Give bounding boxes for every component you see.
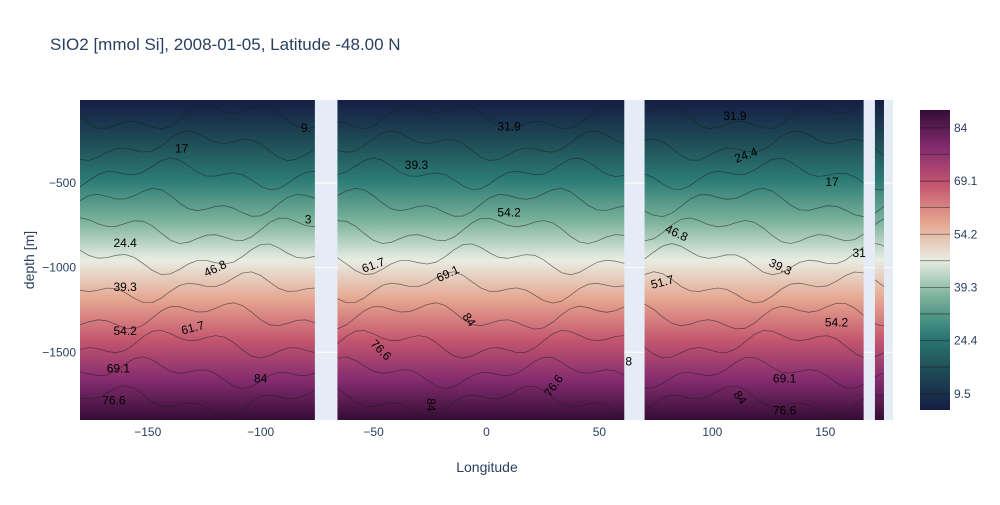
contour-line bbox=[337, 356, 625, 390]
contour-line bbox=[644, 187, 864, 218]
contour-line bbox=[80, 130, 316, 162]
contour-label: 31 bbox=[852, 246, 866, 260]
contour-line bbox=[644, 330, 864, 359]
contour-label: 17 bbox=[175, 141, 189, 155]
contour-line bbox=[874, 105, 885, 112]
contour-label: 17 bbox=[825, 175, 839, 189]
colorbar-ticks: 9.5 24.4 39.3 54.2 69.1 84 bbox=[954, 121, 978, 401]
x-axis-ticks: −150 −100 −50 0 50 100 150 bbox=[134, 425, 835, 439]
contour-label: 39.3 bbox=[405, 158, 429, 172]
contour-label: 84 bbox=[424, 398, 438, 412]
contour-label: 31.9 bbox=[497, 119, 521, 133]
x-tick-label: −50 bbox=[363, 425, 384, 439]
colorbar-gradient bbox=[920, 110, 950, 410]
heatmap-field bbox=[80, 100, 884, 420]
contour-line bbox=[80, 385, 316, 417]
contour-line bbox=[644, 105, 864, 130]
contour-line bbox=[80, 157, 315, 191]
contour-line bbox=[874, 218, 885, 225]
contour-line bbox=[874, 394, 885, 397]
colorbar-tick-label: 54.2 bbox=[954, 227, 978, 241]
x-tick-label: −100 bbox=[247, 425, 274, 439]
contour-line bbox=[337, 271, 625, 304]
contour-line bbox=[337, 217, 625, 244]
colorbar-tick-label: 69.1 bbox=[954, 174, 978, 188]
contour-line bbox=[337, 130, 625, 162]
contour-label: 8 bbox=[625, 355, 632, 369]
contour-label: 54.2 bbox=[825, 316, 849, 330]
contour-label: 39.3 bbox=[113, 280, 137, 294]
chart-title: SIO2 [mmol Si], 2008-01-05, Latitude -48… bbox=[50, 35, 401, 54]
contour-line bbox=[874, 372, 885, 378]
contour-line bbox=[80, 105, 315, 130]
colorbar-tick-label: 24.4 bbox=[954, 334, 978, 348]
y-axis-title: depth [m] bbox=[21, 231, 37, 289]
data-segment bbox=[874, 100, 884, 420]
contour-line bbox=[644, 271, 864, 304]
contour-label: 69.1 bbox=[773, 372, 797, 386]
colorbar-tick-label: 84 bbox=[954, 121, 968, 135]
y-tick-label: −1500 bbox=[42, 345, 76, 359]
contour-line bbox=[337, 105, 625, 130]
contour-label: 76.6 bbox=[773, 404, 797, 418]
contour-label: 61.7 bbox=[180, 318, 206, 338]
contour-line bbox=[874, 188, 885, 191]
data-segment bbox=[644, 100, 864, 420]
colorbar-contour-lines bbox=[920, 127, 950, 395]
contour-label: 24.4 bbox=[113, 236, 137, 250]
contour-line bbox=[644, 243, 864, 276]
x-axis-title: Longitude bbox=[456, 459, 518, 475]
contour-label: 76.6 bbox=[102, 394, 126, 408]
colorbar: 9.5 24.4 39.3 54.2 69.1 84 bbox=[920, 110, 978, 410]
contour-line bbox=[80, 243, 315, 275]
x-tick-label: −150 bbox=[134, 425, 161, 439]
contour-line bbox=[80, 217, 315, 244]
contour-line bbox=[874, 279, 885, 287]
contour-line bbox=[644, 157, 864, 190]
colorbar-tick-label: 39.3 bbox=[954, 281, 978, 295]
contour-label: 69.1 bbox=[107, 361, 131, 375]
contour-line bbox=[80, 187, 316, 217]
x-tick-label: 150 bbox=[815, 425, 835, 439]
contour-line bbox=[80, 329, 316, 359]
contour-label: 54.2 bbox=[497, 206, 521, 220]
contour-line bbox=[874, 205, 885, 214]
contour-line bbox=[337, 243, 625, 276]
contour-line bbox=[874, 352, 885, 358]
contour-line bbox=[644, 130, 864, 161]
contour-line bbox=[337, 302, 625, 330]
contour-line bbox=[337, 187, 625, 217]
data-segment bbox=[80, 100, 315, 420]
contour-lines bbox=[80, 105, 885, 417]
contour-line bbox=[337, 385, 625, 417]
contour-line bbox=[874, 148, 885, 157]
y-tick-label: −500 bbox=[49, 176, 76, 190]
contour-label: 51.7 bbox=[649, 272, 675, 292]
x-tick-label: 100 bbox=[702, 425, 722, 439]
contour-label: 9. bbox=[301, 121, 311, 135]
contour-line bbox=[80, 356, 316, 390]
contour-line bbox=[644, 217, 864, 244]
y-axis-ticks: −500 −1000 −1500 bbox=[42, 176, 76, 359]
contour-line bbox=[874, 243, 885, 247]
contour-line bbox=[644, 302, 864, 330]
contour-line bbox=[644, 385, 864, 417]
contour-label: 84 bbox=[254, 372, 268, 386]
contour-line bbox=[337, 329, 625, 359]
contour-line bbox=[80, 271, 315, 304]
contour-line bbox=[874, 323, 885, 327]
x-tick-label: 50 bbox=[593, 425, 607, 439]
contour-line bbox=[644, 356, 864, 389]
y-tick-label: −1000 bbox=[42, 261, 76, 275]
contour-label: 54.2 bbox=[113, 324, 137, 338]
contour-line bbox=[80, 302, 316, 330]
contour-line bbox=[337, 157, 625, 191]
x-tick-label: 0 bbox=[483, 425, 490, 439]
contour-label: 3 bbox=[305, 212, 312, 226]
colorbar-tick-label: 9.5 bbox=[954, 387, 971, 401]
contour-label: 31.9 bbox=[723, 109, 747, 123]
data-segment bbox=[337, 100, 625, 420]
